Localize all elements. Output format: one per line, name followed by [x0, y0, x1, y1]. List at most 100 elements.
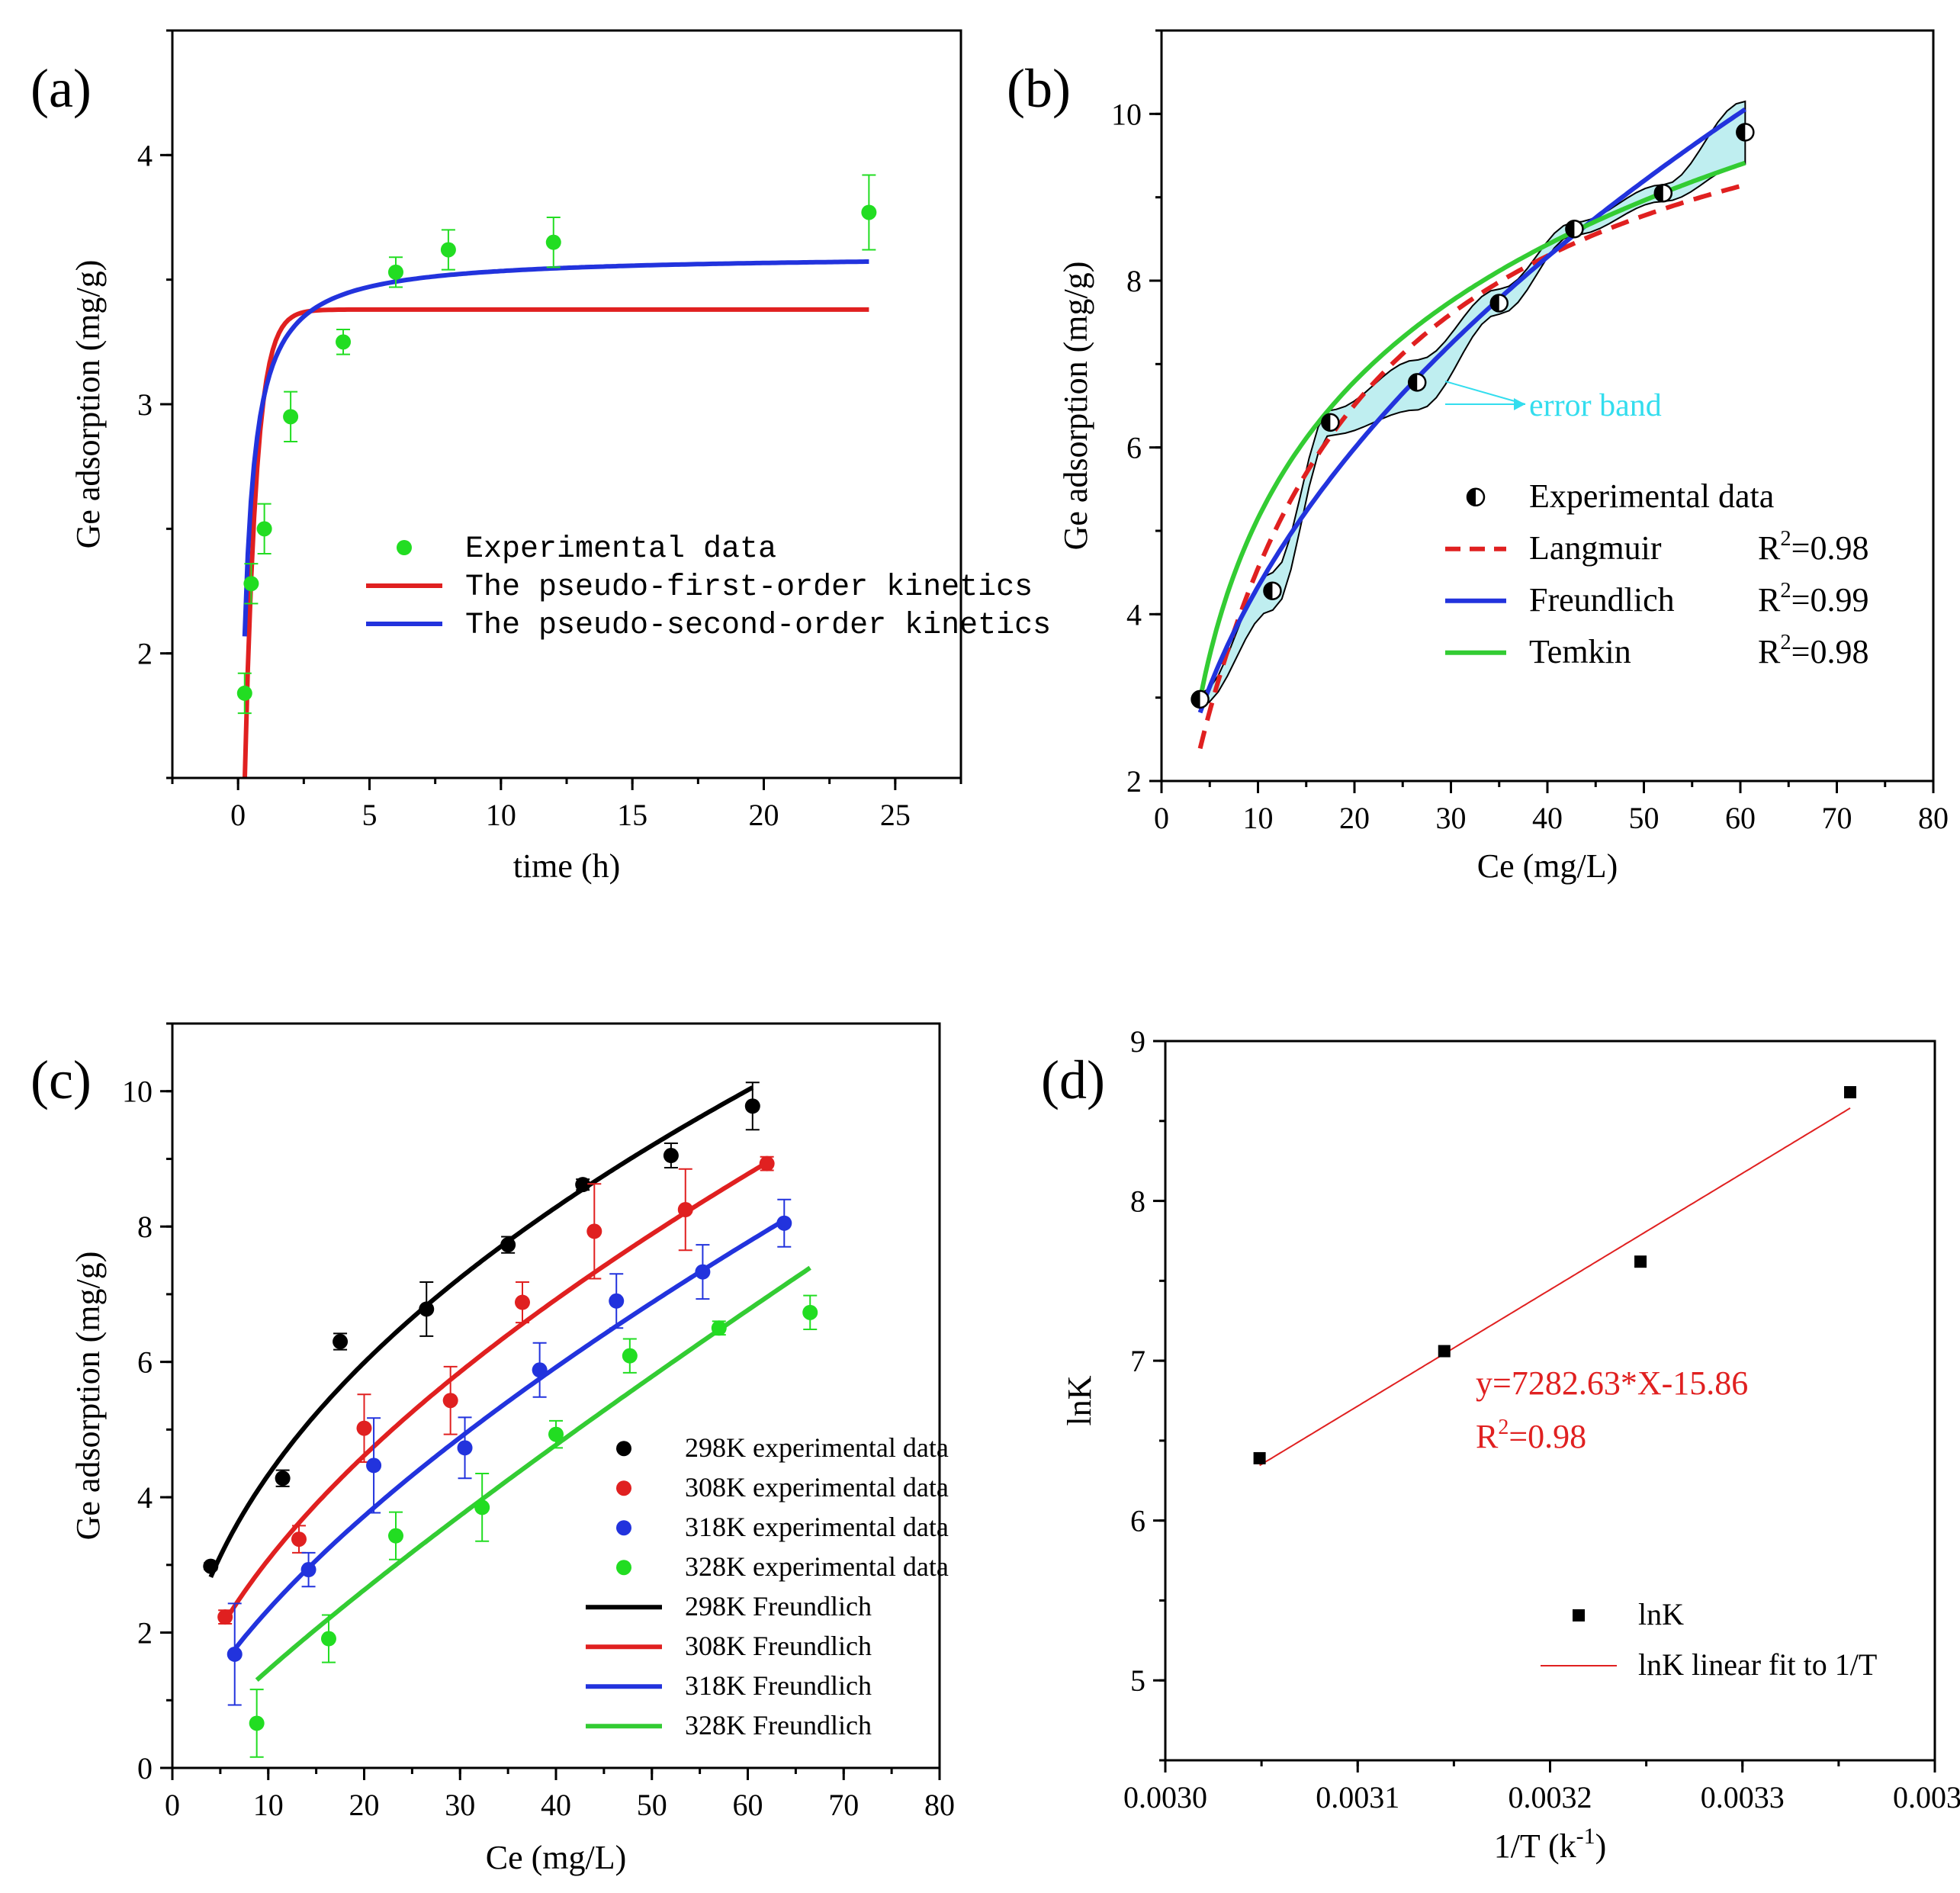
data-point [1844, 1086, 1857, 1099]
data-point [243, 576, 259, 592]
data-point [1565, 219, 1584, 239]
data-point [776, 1215, 792, 1231]
x-tick-label: 0 [230, 798, 246, 832]
legend-label: 318K experimental data [685, 1512, 949, 1542]
y-tick-label: 4 [1126, 597, 1142, 632]
x-axis-label: time (h) [513, 847, 621, 885]
panel-tag: (c) [31, 1049, 92, 1110]
curve-318k-freundlich [233, 1218, 786, 1651]
data-point [356, 1420, 372, 1436]
x-axis-label: Ce (mg/L) [1477, 847, 1618, 885]
y-tick-label: 5 [1130, 1663, 1145, 1698]
x-tick-label: 60 [733, 1788, 763, 1822]
data-point [861, 204, 877, 220]
data-point [545, 234, 561, 250]
y-tick-label: 6 [1126, 431, 1142, 465]
legend-label: 298K experimental data [685, 1432, 949, 1463]
legend-label: lnK linear fit to 1/T [1638, 1647, 1877, 1682]
data-point [1263, 581, 1282, 600]
legend-label: The pseudo-first-order kinetics [465, 570, 1033, 605]
y-tick-label: 6 [137, 1345, 153, 1380]
data-point [1736, 123, 1755, 142]
x-tick-label: 0.0031 [1316, 1780, 1399, 1814]
data-point [1321, 413, 1340, 432]
legend-label: 308K experimental data [685, 1472, 949, 1503]
x-tick-label: 15 [617, 798, 647, 832]
y-tick-label: 8 [1130, 1184, 1145, 1219]
legend-label: 308K Freundlich [685, 1631, 872, 1661]
legend-label: Temkin R2=0.98 [1529, 631, 1868, 670]
curve-lnk-linear-fit-to-1-t [1259, 1107, 1851, 1467]
legend: Experimental data Langmuir R2=0.98 Freundli… [1445, 477, 1868, 670]
y-tick-label: 0 [137, 1751, 153, 1785]
y-tick-label: 10 [122, 1075, 153, 1109]
legend-marker [1573, 1609, 1585, 1621]
data-point [514, 1294, 530, 1310]
x-tick-label: 80 [1918, 801, 1949, 835]
data-point [442, 1393, 458, 1409]
panel-1: 0 10 20 30 40 50 60 70 80 2 4 6 8 10 Ce (mg/L) Ge adsor… [1007, 29, 1949, 885]
curve-the-pseudo-second-order-kinetics [242, 259, 869, 637]
legend-marker [616, 1441, 631, 1457]
y-tick-label: 2 [137, 1616, 153, 1650]
y-tick-label: 4 [137, 1480, 153, 1515]
y-axis-label: Ge adsorption (mg/g) [69, 1252, 107, 1541]
data-point [291, 1531, 307, 1548]
data-point [663, 1148, 679, 1164]
legend-label: 298K Freundlich [685, 1591, 872, 1621]
panel-2: 0 10 20 30 40 50 60 70 80 0 2 4 6 8 10 Ce (mg/L) Ge adso… [31, 1022, 955, 1876]
y-axis-label: lnK [1061, 1375, 1098, 1425]
x-tick-label: 70 [1822, 801, 1852, 835]
panel-tag: (d) [1041, 1049, 1105, 1110]
x-tick-label: 0 [165, 1788, 180, 1822]
data-point [500, 1237, 516, 1253]
data-point [677, 1202, 693, 1217]
y-tick-label: 4 [137, 138, 153, 172]
data-point [532, 1362, 548, 1378]
data-point [1438, 1345, 1451, 1358]
data-point [622, 1348, 638, 1364]
x-tick-label: 40 [541, 1788, 571, 1822]
x-tick-label: 10 [486, 798, 516, 832]
x-tick-label: 80 [924, 1788, 955, 1822]
legend-label: lnK [1638, 1597, 1684, 1631]
curve-temkin [1197, 160, 1746, 700]
curve-langmuir [1197, 182, 1746, 750]
annotation-leader [1444, 381, 1526, 405]
x-tick-label: 30 [445, 1788, 475, 1822]
curve-298k-freundlich [208, 1085, 754, 1579]
y-tick-label: 7 [1130, 1344, 1145, 1378]
legend-label: 318K Freundlich [685, 1670, 872, 1701]
data-point [695, 1264, 711, 1280]
legend-marker [616, 1520, 631, 1536]
legend-marker [616, 1480, 631, 1496]
data-point [366, 1458, 382, 1474]
y-tick-label: 6 [1130, 1504, 1145, 1538]
panel-tag: (b) [1007, 58, 1071, 119]
data-point [575, 1177, 591, 1193]
data-point [387, 1528, 403, 1544]
x-tick-label: 0.0030 [1123, 1780, 1207, 1814]
fit-equation: y=7282.63*X-15.86 [1476, 1364, 1748, 1402]
data-point [333, 1334, 349, 1350]
data-point [336, 334, 352, 350]
x-tick-label: 60 [1725, 801, 1756, 835]
y-tick-label: 9 [1130, 1024, 1145, 1059]
data-point [300, 1562, 316, 1578]
legend-label: Langmuir R2=0.98 [1529, 527, 1868, 567]
curve-the-pseudo-first-order-kinetics [242, 307, 869, 778]
legend-label: The pseudo-second-order kinetics [465, 609, 1051, 643]
x-tick-label: 10 [253, 1788, 284, 1822]
data-point [419, 1301, 435, 1317]
x-tick-label: 20 [349, 1788, 380, 1822]
panel-tag: (a) [31, 58, 92, 119]
y-tick-label: 3 [137, 387, 153, 422]
data-point [320, 1631, 336, 1647]
data-point [236, 685, 252, 701]
data-point [1634, 1255, 1647, 1268]
x-axis-label: 1/T (k-1) [1494, 1824, 1607, 1865]
legend: lnK lnK linear fit to 1/T [1541, 1597, 1877, 1682]
data-point [249, 1715, 265, 1731]
data-point [586, 1223, 602, 1239]
